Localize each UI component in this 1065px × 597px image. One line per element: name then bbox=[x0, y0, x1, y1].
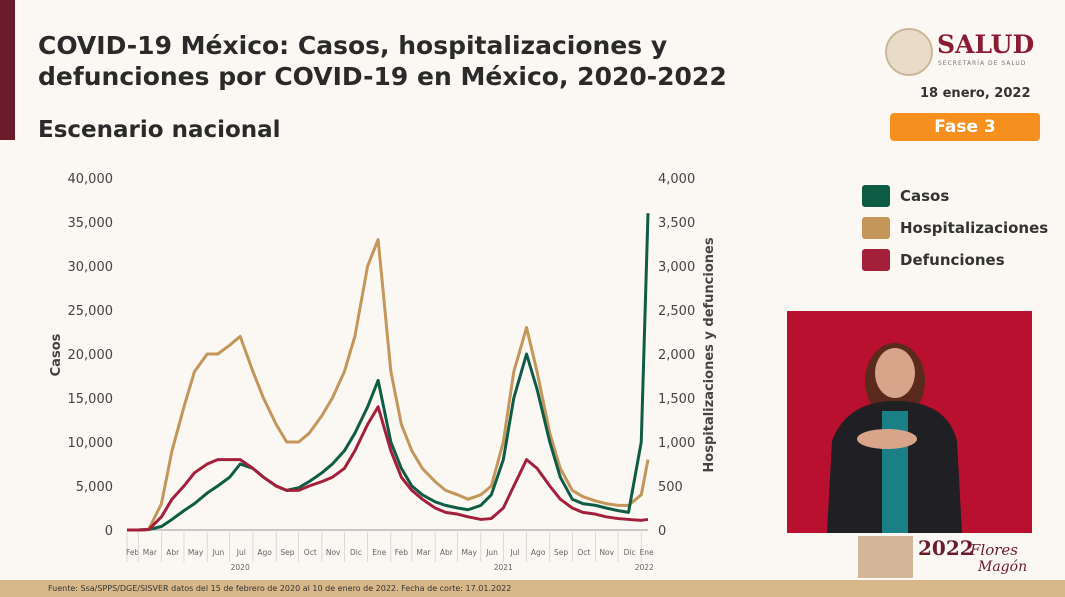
y-right-tick-label: 1,500 bbox=[658, 392, 695, 407]
year-label: 2022 bbox=[635, 563, 654, 572]
sign-language-interpreter-video bbox=[787, 311, 1032, 533]
y-right-tick-label: 3,500 bbox=[658, 216, 695, 231]
month-label: Abr bbox=[440, 548, 454, 557]
legend-label: Defunciones bbox=[900, 251, 1005, 269]
legend-swatch bbox=[862, 249, 890, 271]
year-label: 2021 bbox=[494, 563, 513, 572]
y-tick-label: 40,000 bbox=[68, 172, 114, 187]
flores-magon-logo: 2022 Flores Magón bbox=[858, 533, 1038, 578]
month-label: Jul bbox=[509, 548, 519, 557]
year-label: 2020 bbox=[231, 563, 250, 572]
phase-badge: Fase 3 bbox=[890, 113, 1040, 141]
y-right-tick-label: 4,000 bbox=[658, 172, 695, 187]
y-tick-label: 15,000 bbox=[68, 392, 114, 407]
month-label: Nov bbox=[599, 548, 614, 557]
y-right-tick-label: 2,500 bbox=[658, 304, 695, 319]
legend-swatch bbox=[862, 217, 890, 239]
month-label: May bbox=[461, 548, 477, 557]
series-line-hospitalizaciones bbox=[127, 238, 650, 532]
legend: Casos Hospitalizaciones Defunciones bbox=[862, 180, 1048, 276]
y-tick-label: 25,000 bbox=[68, 304, 114, 319]
legend-item: Defunciones bbox=[862, 244, 1048, 276]
accent-bar bbox=[0, 0, 15, 140]
month-label: May bbox=[188, 548, 204, 557]
logo-subtext: SECRETARÍA DE SALUD bbox=[938, 60, 1027, 67]
source-footnote: Fuente: Ssa/SPPS/DGE/SISVER datos del 15… bbox=[0, 580, 1065, 597]
seal-icon bbox=[885, 28, 933, 76]
month-label: Oct bbox=[577, 548, 590, 557]
month-label: Dic bbox=[350, 548, 362, 557]
y-tick-label: 30,000 bbox=[68, 260, 114, 275]
month-label: Sep bbox=[554, 548, 568, 557]
month-label: Nov bbox=[326, 548, 341, 557]
y-axis-label: Casos bbox=[49, 333, 64, 376]
legend-item: Hospitalizaciones bbox=[862, 212, 1048, 244]
logo-text: SALUD bbox=[937, 30, 1035, 59]
y-tick-label: 10,000 bbox=[68, 436, 114, 451]
month-label: Ago bbox=[531, 548, 546, 557]
month-label: Jun bbox=[485, 548, 498, 557]
series-line-casos bbox=[127, 213, 650, 532]
y-right-tick-label: 3,000 bbox=[658, 260, 695, 275]
month-label: Jul bbox=[236, 548, 246, 557]
month-label: Abr bbox=[166, 548, 180, 557]
month-label: Ene bbox=[640, 548, 654, 557]
y-right-tick-label: 0 bbox=[658, 524, 666, 539]
month-label: Sep bbox=[280, 548, 294, 557]
legend-item: Casos bbox=[862, 180, 1048, 212]
y-right-tick-label: 1,000 bbox=[658, 436, 695, 451]
chart: 0 5,000 10,000 15,000 20,000 25,000 30,000 35,0… bbox=[49, 172, 717, 572]
legend-label: Hospitalizaciones bbox=[900, 219, 1049, 237]
svg-text:2022: 2022 bbox=[918, 536, 974, 560]
y-tick-label: 35,000 bbox=[68, 216, 114, 231]
page-subtitle: Escenario nacional bbox=[38, 117, 281, 143]
month-label: Mar bbox=[416, 548, 431, 557]
legend-label: Casos bbox=[900, 187, 950, 205]
y-tick-label: 0 bbox=[105, 524, 113, 539]
month-label: Feb bbox=[126, 548, 140, 557]
month-label: Ago bbox=[257, 548, 272, 557]
month-label: Feb bbox=[395, 548, 409, 557]
salud-logo: SALUD SECRETARÍA DE SALUD bbox=[885, 28, 1045, 78]
month-label: Jun bbox=[212, 548, 225, 557]
svg-text:Flores: Flores bbox=[969, 541, 1018, 559]
y-tick-label: 5,000 bbox=[76, 480, 113, 495]
month-label: Oct bbox=[304, 548, 317, 557]
month-label: Mar bbox=[143, 548, 158, 557]
interpreter-figure bbox=[827, 343, 962, 533]
legend-swatch bbox=[862, 185, 890, 207]
y-tick-label: 20,000 bbox=[68, 348, 114, 363]
y-right-tick-label: 500 bbox=[658, 480, 683, 495]
svg-text:Magón: Magón bbox=[977, 559, 1027, 575]
date-label: 18 enero, 2022 bbox=[920, 86, 1031, 101]
y-right-tick-label: 2,000 bbox=[658, 348, 695, 363]
y-right-axis-label: Hospitalizaciones y defunciones bbox=[702, 237, 717, 472]
month-label: Ene bbox=[372, 548, 386, 557]
page-title: COVID-19 México: Casos, hospitalizacione… bbox=[38, 31, 727, 91]
month-label: Dic bbox=[624, 548, 636, 557]
